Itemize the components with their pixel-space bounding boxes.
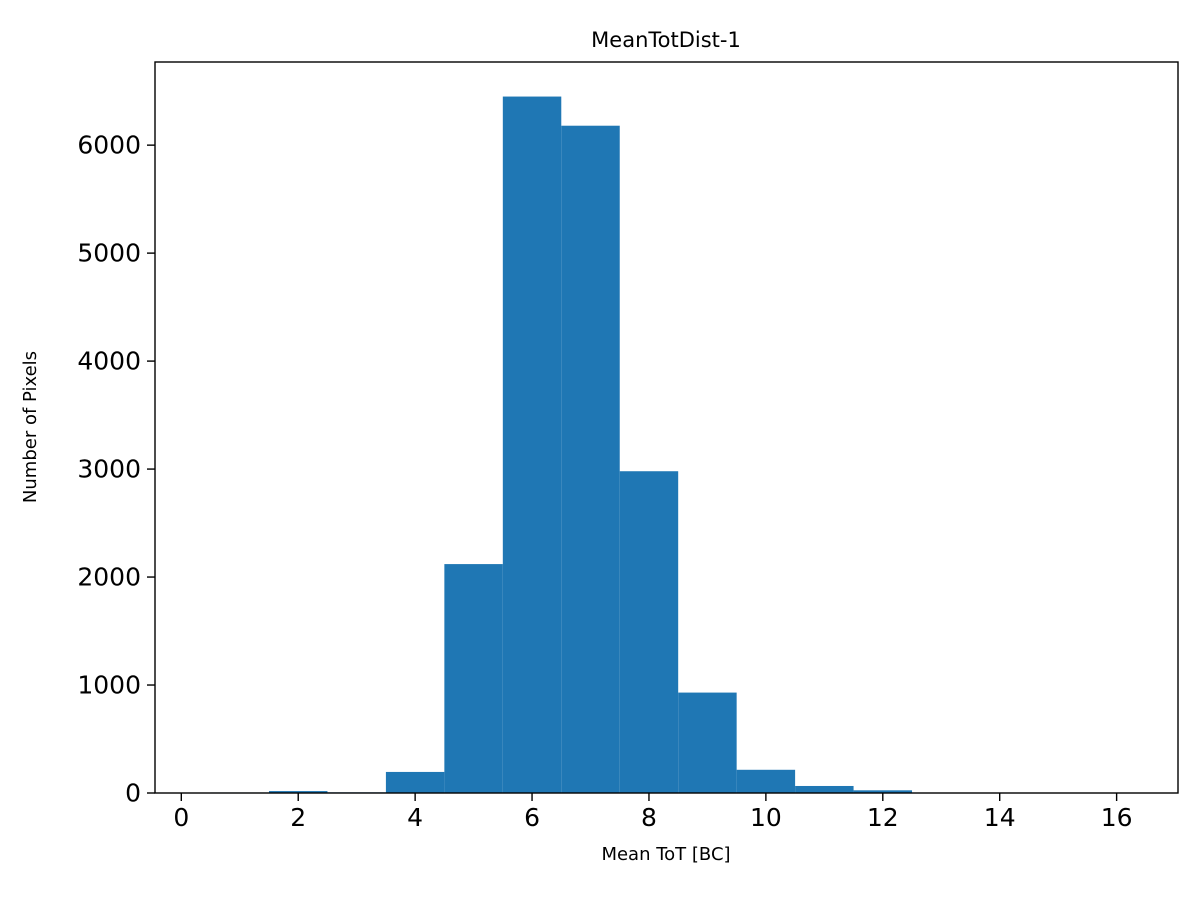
y-tick-label: 4000 <box>77 347 141 376</box>
histogram-bar <box>385 771 445 793</box>
x-tick-label: 16 <box>1101 803 1133 832</box>
x-tick-label: 2 <box>290 803 306 832</box>
y-tick-label: 0 <box>125 779 141 808</box>
histogram-bar <box>619 471 679 793</box>
plot-area: 0 2 4 6 8 10 12 14 16 0 1000 2000 3000 4000 5000 6000 <box>77 61 1179 832</box>
x-tick-label: 4 <box>407 803 423 832</box>
axes-spines <box>154 61 1179 794</box>
histogram-bar <box>736 769 796 793</box>
histogram-bar <box>795 785 854 793</box>
histogram-bar <box>444 564 503 793</box>
histogram-bar <box>268 791 328 793</box>
y-tick-label: 3000 <box>77 455 141 484</box>
x-tick-label: 8 <box>641 803 657 832</box>
histogram-bar <box>678 692 737 793</box>
y-tick-label: 6000 <box>77 131 141 160</box>
x-tick-label: 6 <box>524 803 540 832</box>
x-tick-label: 10 <box>750 803 782 832</box>
x-tick-label: 0 <box>173 803 189 832</box>
y-tick-label: 2000 <box>77 563 141 592</box>
x-axis-label: Mean ToT [BC] <box>601 844 730 865</box>
x-tick-label: 14 <box>984 803 1016 832</box>
y-axis-label: Number of Pixels <box>20 351 41 503</box>
x-tick-label: 12 <box>867 803 899 832</box>
y-tick-label: 5000 <box>77 239 141 268</box>
histogram-bar <box>561 125 620 793</box>
histogram-bar <box>853 790 913 793</box>
y-tick-label: 1000 <box>77 671 141 700</box>
chart-title: MeanTotDist-1 <box>591 28 741 52</box>
histogram-bar <box>502 96 562 794</box>
